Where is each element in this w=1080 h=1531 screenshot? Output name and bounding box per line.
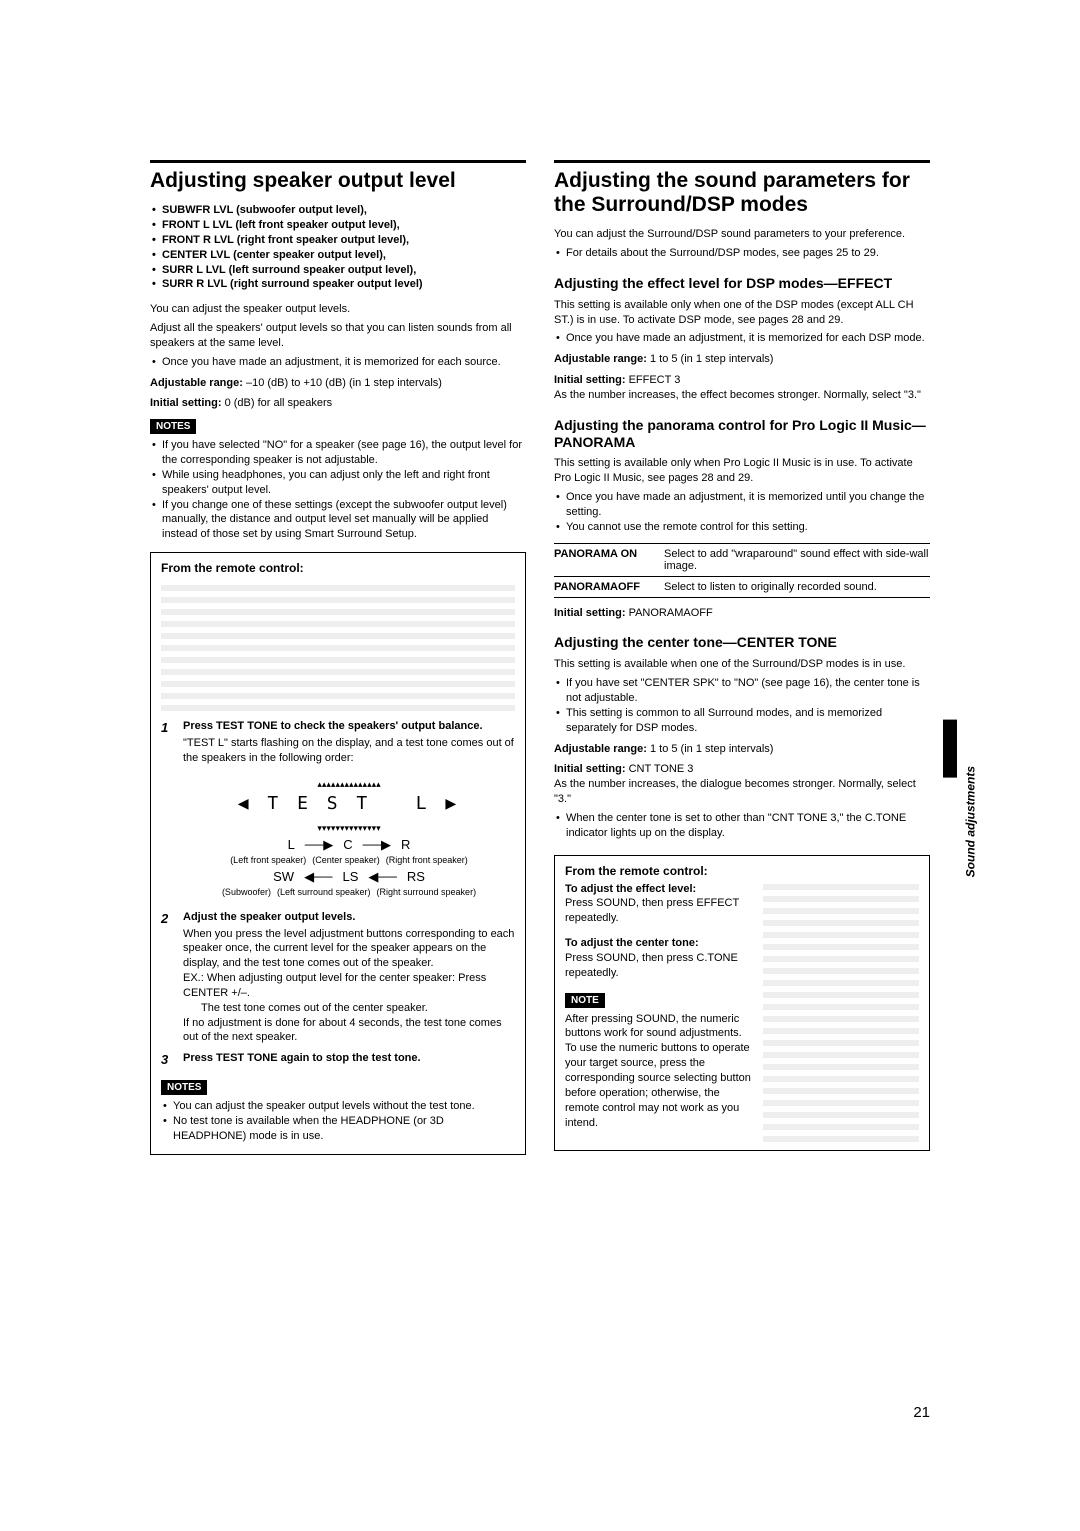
- intro-text: You can adjust the speaker output levels…: [150, 302, 526, 317]
- effect-bullets: Once you have made an adjustment, it is …: [554, 331, 930, 346]
- remote-heading: From the remote control:: [565, 864, 919, 878]
- panorama-heading: Adjusting the panorama control for Pro L…: [554, 417, 930, 451]
- step-body: "TEST L" starts flashing on the display,…: [183, 737, 514, 764]
- notes-badge: NOTES: [161, 1080, 207, 1095]
- effect-heading: Adjusting the effect level for DSP modes…: [554, 275, 930, 292]
- effect-range: Adjustable range: 1 to 5 (in 1 step inte…: [554, 352, 930, 367]
- panorama-off-key: PANORAMAOFF: [554, 581, 664, 593]
- panorama-bullet: Once you have made an adjustment, it is …: [554, 490, 930, 520]
- right-column: Adjusting the sound parameters for the S…: [554, 160, 930, 1155]
- level-item: FRONT R LVL (right front speaker output …: [150, 233, 526, 248]
- center-text: As the number increases, the dialogue be…: [554, 777, 930, 807]
- level-item: SURR L LVL (left surround speaker output…: [150, 263, 526, 278]
- level-item: SUBWFR LVL (subwoofer output level),: [150, 203, 526, 218]
- level-item: FRONT L LVL (left front speaker output l…: [150, 218, 526, 233]
- center-bullets-2: When the center tone is set to other tha…: [554, 811, 930, 841]
- panorama-init: Initial setting: PANORAMAOFF: [554, 606, 930, 621]
- adjust-effect-head: To adjust the effect level:: [565, 882, 753, 897]
- section-rule: [150, 160, 526, 163]
- step-body: EX.: When adjusting output level for the…: [183, 971, 515, 1001]
- panorama-bullet: You cannot use the remote control for th…: [554, 520, 930, 535]
- effect-bullet: Once you have made an adjustment, it is …: [554, 331, 930, 346]
- step-head: Adjust the speaker output levels.: [183, 910, 515, 925]
- center-init: Initial setting: CNT TONE 3: [554, 762, 930, 777]
- step-body: If no adjustment is done for about 4 sec…: [183, 1016, 515, 1046]
- center-bullet: If you have set "CENTER SPK" to "NO" (se…: [554, 676, 930, 706]
- level-item: CENTER LVL (center speaker output level)…: [150, 248, 526, 263]
- intro-text: Adjust all the speakers' output levels s…: [150, 321, 526, 351]
- panorama-table: PANORAMA ON Select to add "wraparound" s…: [554, 543, 930, 598]
- remote-diagram: [161, 581, 515, 711]
- adjust-center-body: Press SOUND, then press C.TONE repeatedl…: [565, 951, 753, 981]
- remote-heading: From the remote control:: [161, 561, 515, 575]
- effect-text: As the number increases, the effect beco…: [554, 388, 930, 403]
- test-tone-diagram: ▴▴▴▴▴▴▴▴▴▴▴▴▴▴ ◀ T E S T L ▶ ▾▾▾▾▾▾▾▾▾▾▾…: [183, 772, 515, 904]
- step-1: Press TEST TONE to check the speakers' o…: [161, 719, 515, 903]
- step-head: Press TEST TONE again to stop the test t…: [183, 1051, 515, 1066]
- note-item: If you have selected "NO" for a speaker …: [150, 438, 526, 468]
- center-text: This setting is available when one of th…: [554, 657, 930, 672]
- note-badge: NOTE: [565, 993, 605, 1008]
- center-range: Adjustable range: 1 to 5 (in 1 step inte…: [554, 742, 930, 757]
- center-bullets: If you have set "CENTER SPK" to "NO" (se…: [554, 676, 930, 735]
- note-item: While using headphones, you can adjust o…: [150, 468, 526, 498]
- section-rule: [554, 160, 930, 163]
- center-bullet: When the center tone is set to other tha…: [554, 811, 930, 841]
- panorama-on-key: PANORAMA ON: [554, 548, 664, 572]
- level-list: SUBWFR LVL (subwoofer output level), FRO…: [150, 203, 526, 292]
- step-body: The test tone comes out of the center sp…: [183, 1001, 515, 1016]
- effect-init: Initial setting: EFFECT 3: [554, 373, 930, 388]
- effect-text: This setting is available only when one …: [554, 298, 930, 328]
- remote-control-box: From the remote control: Press TEST TONE…: [150, 552, 526, 1154]
- panorama-row-off: PANORAMAOFF Select to listen to original…: [554, 576, 930, 597]
- page-content: Adjusting speaker output level SUBWFR LV…: [150, 160, 930, 1155]
- intro-bullet: Once you have made an adjustment, it is …: [150, 355, 526, 370]
- adjustable-range: Adjustable range: –10 (dB) to +10 (dB) (…: [150, 376, 526, 391]
- remote-diagram-right: [763, 882, 919, 1142]
- notes-list: If you have selected "NO" for a speaker …: [150, 438, 526, 542]
- intro-bullets: Once you have made an adjustment, it is …: [150, 355, 526, 370]
- step-3: Press TEST TONE again to stop the test t…: [161, 1051, 515, 1066]
- notes-badge: NOTES: [150, 419, 196, 434]
- panorama-on-val: Select to add "wraparound" sound effect …: [664, 548, 930, 572]
- notes-list-2: You can adjust the speaker output levels…: [161, 1099, 515, 1144]
- step-body: When you press the level adjustment butt…: [183, 927, 515, 972]
- side-tab-label: Sound adjustments: [963, 766, 977, 877]
- note-item: No test tone is available when the HEADP…: [161, 1114, 515, 1144]
- right-intro: You can adjust the Surround/DSP sound pa…: [554, 227, 930, 242]
- adjust-effect-body: Press SOUND, then press EFFECT repeatedl…: [565, 896, 753, 926]
- intro-bullet: For details about the Surround/DSP modes…: [554, 246, 930, 261]
- adjust-center-head: To adjust the center tone:: [565, 936, 753, 951]
- note-item: You can adjust the speaker output levels…: [161, 1099, 515, 1114]
- left-column: Adjusting speaker output level SUBWFR LV…: [150, 160, 526, 1155]
- note-item: If you change one of these settings (exc…: [150, 498, 526, 543]
- right-title: Adjusting the sound parameters for the S…: [554, 169, 930, 217]
- page-number: 21: [913, 1404, 930, 1421]
- steps-list: Press TEST TONE to check the speakers' o…: [161, 719, 515, 1066]
- step-2: Adjust the speaker output levels. When y…: [161, 910, 515, 1046]
- panorama-bullets: Once you have made an adjustment, it is …: [554, 490, 930, 535]
- panorama-off-val: Select to listen to originally recorded …: [664, 581, 930, 593]
- side-tab-marker: [943, 719, 957, 777]
- remote-note-body: After pressing SOUND, the numeric button…: [565, 1012, 753, 1131]
- remote-control-box-right: From the remote control: To adjust the e…: [554, 855, 930, 1151]
- left-title: Adjusting speaker output level: [150, 169, 526, 193]
- panorama-row-on: PANORAMA ON Select to add "wraparound" s…: [554, 544, 930, 576]
- level-item: SURR R LVL (right surround speaker outpu…: [150, 277, 526, 292]
- step-head: Press TEST TONE to check the speakers' o…: [183, 719, 515, 734]
- initial-setting: Initial setting: 0 (dB) for all speakers: [150, 396, 526, 411]
- center-heading: Adjusting the center tone—CENTER TONE: [554, 634, 930, 651]
- panorama-text: This setting is available only when Pro …: [554, 456, 930, 486]
- right-intro-bullets: For details about the Surround/DSP modes…: [554, 246, 930, 261]
- center-bullet: This setting is common to all Surround m…: [554, 706, 930, 736]
